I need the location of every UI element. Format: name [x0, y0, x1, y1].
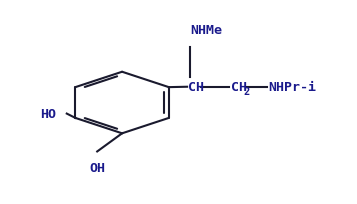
Text: CH: CH: [231, 81, 247, 94]
Text: HO: HO: [40, 108, 56, 121]
Text: OH: OH: [89, 161, 105, 174]
Text: CH: CH: [188, 81, 205, 94]
Text: NHMe: NHMe: [190, 24, 222, 37]
Text: 2: 2: [243, 87, 250, 97]
Text: NHPr-i: NHPr-i: [269, 81, 317, 94]
